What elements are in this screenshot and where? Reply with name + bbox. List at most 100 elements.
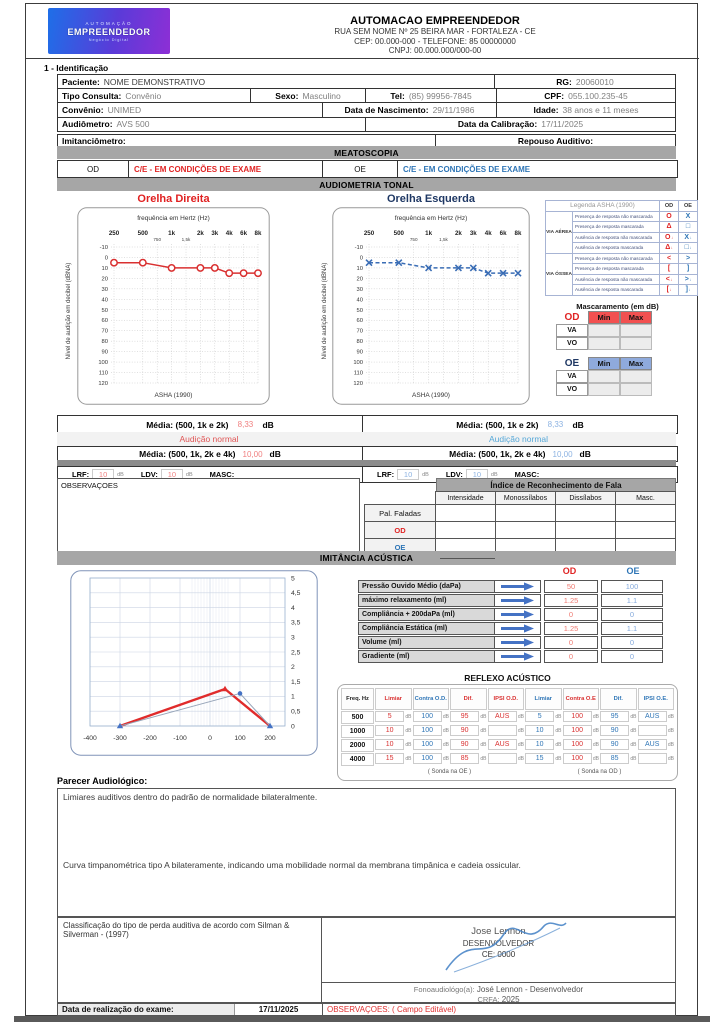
reflexo-value: 5 (375, 711, 405, 722)
irf-col-header: Monossílabos (495, 491, 556, 505)
imitancia-row: Compliância + 200daPa (ml) 0 0 (358, 607, 665, 621)
right-arrow-icon (500, 638, 534, 647)
legend-symbol-oe: □ ↓ (678, 242, 697, 253)
svg-text:0: 0 (291, 723, 295, 730)
legend-col-od: OD (659, 200, 678, 211)
imitancia-table: Pressão Ouvido Médio (daPa) 50 100 máximo r… (358, 580, 665, 664)
reflexo-db-unit: dB (480, 727, 487, 734)
exam-date-value: 17/11/2025 (234, 1004, 322, 1015)
company-address: RUA SEM NOME Nº 25 BEIRA MAR - FORTALEZA… (334, 27, 536, 36)
reflexo-value: 10 (525, 725, 555, 736)
reflexo-value: AUS (487, 711, 517, 722)
reflexo-db-unit: dB (517, 727, 524, 734)
reflexo-value: 5 (525, 711, 555, 722)
masc-side-label: OE (564, 358, 580, 369)
irf-col-header: Intensidade (435, 491, 496, 505)
header-block: AUTOMACAO EMPREENDEDOR RUA SEM NOME Nº 2… (180, 15, 690, 56)
od-media3-value: 8,33 (237, 420, 254, 429)
reflexo-value: 95 (450, 711, 480, 722)
reflexo-db-unit: dB (405, 713, 412, 720)
audiometro-value: AVS 500 (116, 119, 150, 130)
page-bottom-bar (14, 1016, 710, 1022)
right-arrow-icon (500, 596, 534, 605)
reflexo-group-cell: 10 dB (525, 725, 562, 736)
svg-text:750: 750 (410, 237, 418, 242)
svg-text:4: 4 (291, 605, 295, 612)
oe-media4-label: Média: (500, 1k, 2k e 4k) (449, 449, 546, 459)
svg-text:6k: 6k (500, 230, 507, 237)
reflexo-group-cell: 100 dB (562, 739, 599, 750)
irf-value-cell (495, 521, 556, 539)
svg-text:250: 250 (364, 230, 375, 237)
masc-min-header: Min (588, 357, 620, 370)
reflexo-group-cell: 100 dB (412, 725, 449, 736)
company-cep-phone: CEP: 00.000-000 - TELEFONE: 85 00000000 (354, 36, 516, 46)
imitancia-row: Compliância Estática (ml) 1.25 1.1 (358, 621, 665, 635)
fono-block: Fonoaudiológo(a): José Lennon - Desenvol… (322, 982, 675, 1004)
footer-block: Classificação do tipo de perda auditiva … (57, 917, 676, 1004)
parecer-field[interactable]: Limiares auditivos dentro do padrão de n… (57, 788, 676, 917)
legend-row-desc: Ausência de resposta mascarada (572, 284, 659, 295)
imitancia-row: máximo relaxamento (ml) 1.25 1.1 (358, 593, 665, 607)
reflexo-value: AUS (637, 739, 667, 750)
oe-ldv-label: LDV: (445, 470, 463, 479)
reflexo-db-unit: dB (517, 755, 524, 762)
reflexo-value: 100 (412, 739, 442, 750)
reflexo-header: Dif. (600, 688, 637, 710)
masc-row-label: VA (556, 324, 588, 337)
od-lrf-label: LRF: (72, 470, 90, 479)
reflexo-group-cell: 10 dB (375, 725, 412, 736)
right-arrow-icon (500, 652, 534, 661)
reflexo-value: AUS (487, 739, 517, 750)
svg-text:-400: -400 (83, 735, 97, 742)
svg-text:3,5: 3,5 (291, 620, 301, 627)
od-media4-label: Média: (500, 1k, 2k e 4k) (139, 449, 236, 459)
audiometria-section-bar: AUDIOMETRIA TONAL (57, 178, 676, 191)
header-divider (25, 58, 699, 59)
legend-symbol-oe: > ↓ (678, 273, 697, 284)
reflexo-group-cell: 100 dB (412, 711, 449, 722)
svg-text:200: 200 (264, 735, 276, 742)
rg-label: RG: (556, 76, 572, 87)
identification-table: Paciente: NOME DEMONSTRATIVO RG: 2006001… (57, 74, 676, 149)
svg-text:100: 100 (353, 360, 363, 366)
calibracao-value: 17/11/2025 (541, 119, 584, 130)
reflexo-group-cell: 100 dB (562, 753, 599, 764)
oe-media3-unit: dB (572, 419, 584, 430)
cpf-label: CPF: (544, 90, 565, 101)
no-response-arrow-icon: ↓ (670, 245, 673, 251)
imitancia-oe-header: OE (626, 566, 640, 576)
svg-text:8k: 8k (515, 230, 522, 237)
reflexo-value: 90 (600, 725, 630, 736)
reflexo-db-unit: dB (592, 713, 599, 720)
tipo-consulta-value: Convênio (125, 90, 162, 101)
observacoes-editavel-field[interactable]: OBSERVAÇOES: ( Campo Editável) (322, 1004, 675, 1015)
svg-text:70: 70 (357, 329, 363, 335)
reflexo-table: Freq. Hz Limiar Contra O.D. Dif. IPSI O.D. Li… (337, 684, 678, 781)
reflexo-group-cell: dB (637, 753, 674, 764)
reflexo-freq: 500 (341, 711, 374, 724)
svg-text:90: 90 (357, 350, 363, 356)
masc-row-label: VA (556, 370, 588, 383)
signature-stroke (445, 922, 567, 973)
imitancia-row-label: Volume (ml) (358, 635, 495, 649)
mascaramento-oe-table: OE Min Max VA VO (556, 357, 652, 396)
svg-text:1k: 1k (168, 230, 175, 237)
reflexo-value: AUS (637, 711, 667, 722)
legend-row-desc: Ausência de resposta não mascarada (572, 231, 659, 242)
od-masc-label: MASC: (209, 470, 235, 479)
observacoes-field[interactable]: OBSERVAÇOES (57, 478, 360, 560)
irf-col-header: Dissílabos (555, 491, 616, 505)
legend-row-desc: Presença de resposta mascarada (572, 221, 659, 232)
oe-lrf-unit: dB (422, 471, 429, 478)
reflexo-group-cell: 15 dB (525, 753, 562, 764)
signature-area: Jose Lennon DESENVOLVEDOR CE: 0000 Fonoa… (322, 918, 675, 1004)
reflexo-group-cell: 100 dB (562, 725, 599, 736)
nascimento-value: 29/11/1986 (432, 104, 475, 115)
imitancia-od-header: OD (562, 566, 577, 576)
sexo-label: Sexo: (275, 90, 299, 101)
masc-row-label: VO (556, 337, 588, 350)
reflexo-foot-left: ( Sonda na OE ) (427, 769, 472, 775)
svg-text:2: 2 (291, 664, 295, 671)
svg-text:frequência em Hertz (Hz): frequência em Hertz (Hz) (395, 215, 468, 222)
